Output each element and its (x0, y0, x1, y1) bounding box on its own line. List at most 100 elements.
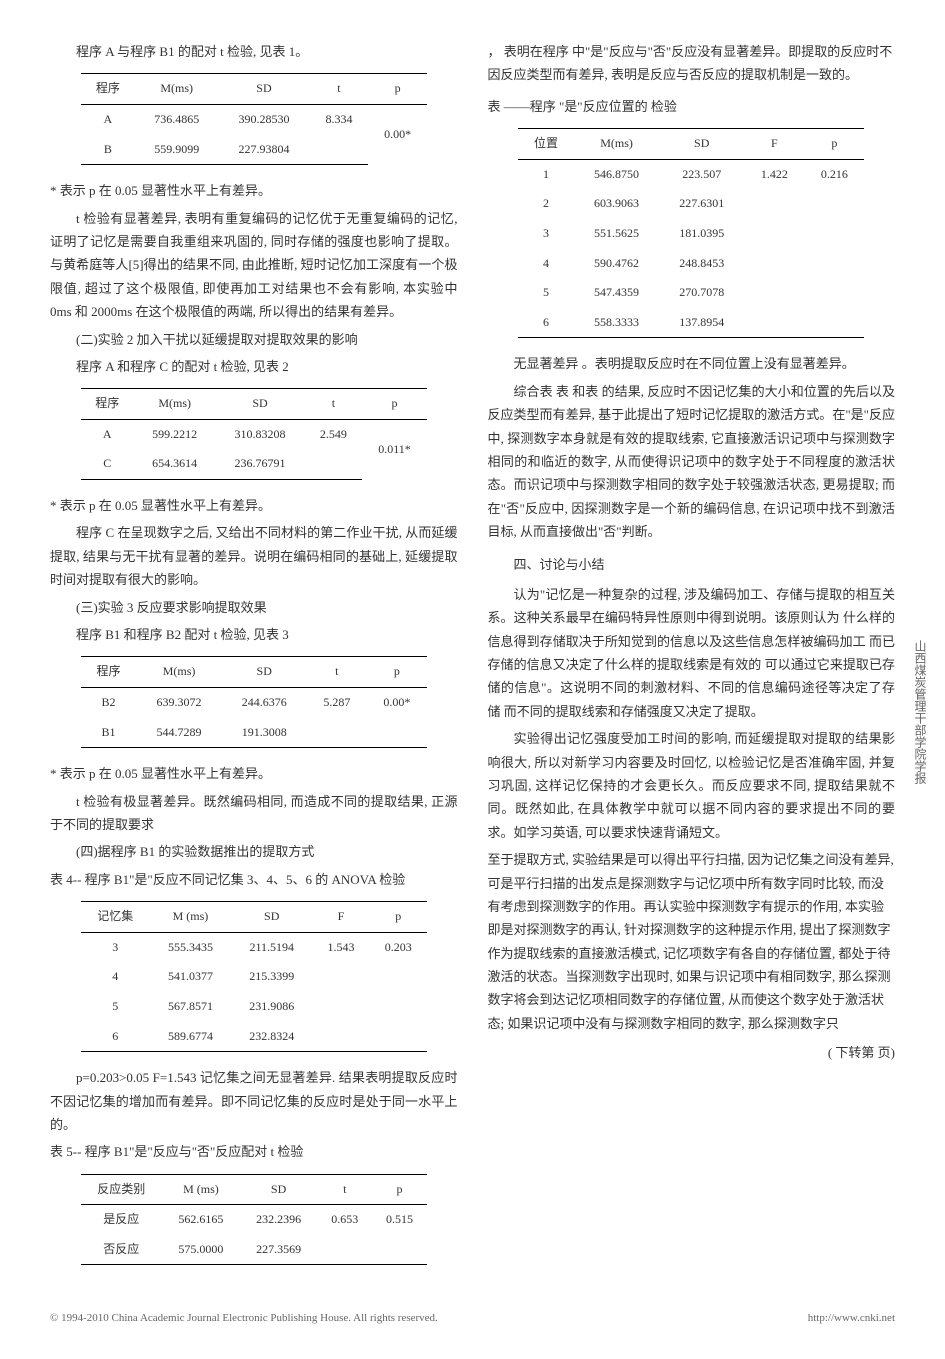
td: 547.4359 (574, 278, 659, 308)
th: t (310, 74, 369, 105)
td: 否反应 (81, 1235, 163, 1265)
td: 3 (518, 219, 574, 249)
th: 程序 (81, 74, 136, 105)
th: t (307, 657, 367, 688)
continuation: ( 下转第 页) (488, 1041, 896, 1064)
td: 5 (518, 278, 574, 308)
td: 1.543 (312, 932, 369, 962)
td: 390.28530 (218, 104, 309, 134)
td (310, 135, 369, 165)
td: 541.0377 (150, 962, 231, 992)
td: 654.3614 (134, 449, 215, 479)
td: 0.653 (317, 1205, 372, 1235)
th: t (305, 389, 362, 420)
th: M (ms) (150, 902, 231, 933)
th: p (362, 389, 427, 420)
td: 181.0395 (659, 219, 744, 249)
th: 程序 (81, 389, 134, 420)
rp2: 无显著差异 。表明提取反应时在不同位置上没有显著差异。 (488, 352, 896, 375)
td: 0.203 (370, 932, 427, 962)
th: SD (231, 902, 312, 933)
th: 记忆集 (81, 902, 150, 933)
td: 0.00* (367, 688, 427, 718)
td: 567.8571 (150, 992, 231, 1022)
table-5: 反应类别 M (ms) SD t p 是反应 562.6165 232.2396… (81, 1174, 427, 1266)
td: C (81, 449, 134, 479)
td: 639.3072 (136, 688, 221, 718)
td: 232.2396 (240, 1205, 318, 1235)
th: 反应类别 (81, 1174, 163, 1205)
rp3: 综合表 表 和表 的结果, 反应时不因记忆集的大小和位置的先后以及反应类型而有差… (488, 380, 896, 544)
th: M(ms) (134, 389, 215, 420)
p6b: 表 4-- 程序 B1"是"反应不同记忆集 3、4、5、6 的 ANOVA 检验 (50, 868, 458, 891)
th: p (367, 657, 427, 688)
td: 603.9063 (574, 189, 659, 219)
td (367, 718, 427, 748)
right-column: ， 表明在程序 中"是"反应与"否"反应没有显著差异。即提取的反应时不因反应类型… (488, 40, 896, 1279)
td: 2 (518, 189, 574, 219)
p6a: (四)据程序 B1 的实验数据推出的提取方式 (50, 840, 458, 863)
td: 544.7289 (136, 718, 221, 748)
td (307, 718, 367, 748)
td: 211.5194 (231, 932, 312, 962)
p7: p=0.203>0.05 F=1.543 记忆集之间无显著差异. 结果表明提取反… (50, 1066, 458, 1136)
journal-side-note: 山西煤炭管理干部学院学报 (908, 640, 930, 784)
td: 0.216 (804, 159, 864, 189)
th: F (744, 129, 804, 160)
td: 575.0000 (162, 1235, 240, 1265)
td: 5 (81, 992, 150, 1022)
td: 4 (81, 962, 150, 992)
td: A (81, 104, 136, 134)
td: 4 (518, 249, 574, 279)
th: SD (215, 389, 304, 420)
td: 6 (81, 1022, 150, 1052)
th: M(ms) (135, 74, 218, 105)
td: 244.6376 (222, 688, 307, 718)
td: A (81, 419, 134, 449)
p8: 表 5-- 程序 B1"是"反应与"否"反应配对 t 检验 (50, 1140, 458, 1163)
p5: t 检验有极显著差异。既然编码相同, 而造成不同的提取结果, 正源于不同的提取要… (50, 790, 458, 837)
td: 223.507 (659, 159, 744, 189)
table-1: 程序 M(ms) SD t p A 736.4865 390.28530 8.3… (81, 73, 427, 165)
th: p (368, 74, 427, 105)
p3: 程序 C 在呈现数字之后, 又给出不同材料的第二作业干扰, 从而延缓提取, 结果… (50, 521, 458, 591)
td: 589.6774 (150, 1022, 231, 1052)
td: 191.3008 (222, 718, 307, 748)
td: 248.8453 (659, 249, 744, 279)
note3: * 表示 p 在 0.05 显著性水平上有差异。 (50, 762, 458, 785)
td: 215.3399 (231, 962, 312, 992)
left-column: 程序 A 与程序 B1 的配对 t 检验, 见表 1。 程序 M(ms) SD … (50, 40, 458, 1279)
td: 0.00* (368, 104, 427, 164)
th: 程序 (81, 657, 137, 688)
th: M(ms) (574, 129, 659, 160)
page-footer: © 1994-2010 China Academic Journal Elect… (50, 1309, 895, 1329)
p4b: 程序 B1 和程序 B2 配对 t 检验, 见表 3 (50, 623, 458, 646)
th: F (312, 902, 369, 933)
td: B2 (81, 688, 137, 718)
td: 232.8324 (231, 1022, 312, 1052)
td: 558.3333 (574, 308, 659, 338)
table-2: 程序 M(ms) SD t p A 599.2212 310.83208 2.5… (81, 388, 427, 480)
td: 0.515 (372, 1205, 427, 1235)
td: B1 (81, 718, 137, 748)
th: SD (218, 74, 309, 105)
table-3: 程序 M(ms) SD t p B2 639.3072 244.6376 5.2… (81, 656, 427, 748)
p1: t 检验有显著差异, 表明有重复编码的记忆优于无重复编码的记忆, 证明了记忆是需… (50, 207, 458, 324)
th: p (804, 129, 864, 160)
th: M (ms) (162, 1174, 240, 1205)
td: 是反应 (81, 1205, 163, 1235)
td: 227.93804 (218, 135, 309, 165)
td: 1 (518, 159, 574, 189)
td: 227.3569 (240, 1235, 318, 1265)
td: 590.4762 (574, 249, 659, 279)
td: 310.83208 (215, 419, 304, 449)
td: 2.549 (305, 419, 362, 449)
td: 0.011* (362, 419, 427, 479)
table-6: 位置 M(ms) SD F p 1 546.8750 223.507 1.422… (518, 128, 864, 338)
td: 8.334 (310, 104, 369, 134)
p4a: (三)实验 3 反应要求影响提取效果 (50, 596, 458, 619)
p2b: 程序 A 和程序 C 的配对 t 检验, 见表 2 (50, 355, 458, 378)
td: 559.9099 (135, 135, 218, 165)
td: 5.287 (307, 688, 367, 718)
td: 551.5625 (574, 219, 659, 249)
